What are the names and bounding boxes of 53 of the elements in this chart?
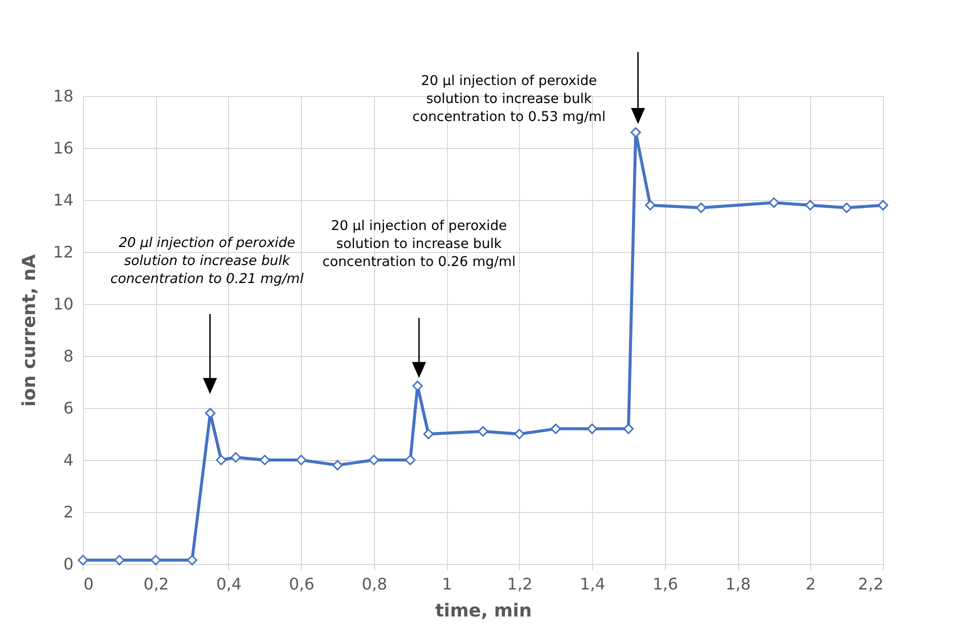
point	[260, 454, 270, 466]
y-tick-label: 8	[63, 346, 74, 366]
x-axis-title: time, min	[435, 600, 532, 622]
point	[405, 454, 416, 466]
point	[645, 200, 656, 210]
annotation: 20 µl injection of peroxide solution to increase bulk concentration to 0.21 mg/ml	[110, 235, 304, 287]
x-tick-label: 1,8	[725, 574, 751, 594]
x-tick-label: 2,2	[858, 574, 884, 594]
y-tick-label: 2	[63, 502, 74, 522]
point	[768, 197, 780, 208]
point	[423, 428, 434, 440]
x-tick-label: 0	[84, 574, 94, 594]
point	[150, 554, 161, 566]
point	[296, 454, 306, 466]
y-tick-label: 18	[53, 86, 74, 106]
y-tick-label: 16	[53, 138, 74, 158]
x-tick-label: 1	[442, 574, 452, 594]
point	[550, 424, 561, 434]
annotation: 20 µl injection of peroxide solution to increase bulk concentration to 0.26 mg/ml	[322, 218, 516, 270]
y-tick-label: 0	[63, 554, 74, 574]
point	[205, 408, 216, 418]
x-tick-label: 1,2	[507, 574, 533, 594]
point	[114, 554, 125, 566]
annotation: 20 µl injection of peroxide solution to increase bulk concentration to 0.53 mg/ml	[412, 73, 606, 125]
y-axis-title: ion current, nA	[19, 254, 40, 407]
point	[368, 454, 380, 466]
y-tick-label: 12	[53, 242, 74, 262]
y-tick-label: 4	[63, 450, 74, 470]
point	[186, 554, 198, 566]
x-tick-label: 1,6	[652, 574, 678, 594]
y-tick-label: 6	[63, 398, 74, 418]
x-tick-label: 0,2	[144, 574, 169, 594]
point	[696, 202, 706, 214]
point	[412, 380, 423, 392]
point	[878, 200, 888, 210]
point	[332, 460, 343, 470]
point	[805, 200, 816, 210]
x-tick-label: 2	[806, 574, 816, 594]
point	[586, 424, 598, 434]
point	[78, 554, 88, 566]
y-tick-label: 10	[53, 294, 74, 314]
point	[478, 426, 488, 437]
x-tick-label: 0,4	[216, 574, 242, 594]
point	[630, 127, 641, 138]
point	[623, 424, 634, 434]
point	[216, 454, 226, 466]
point	[230, 452, 241, 463]
x-tick-label: 1,4	[580, 574, 606, 594]
point	[841, 202, 852, 214]
x-tick-label: 0,8	[362, 574, 388, 594]
y-tick-label: 14	[53, 190, 74, 210]
point	[514, 428, 525, 440]
x-tick-label: 0,6	[288, 574, 314, 594]
